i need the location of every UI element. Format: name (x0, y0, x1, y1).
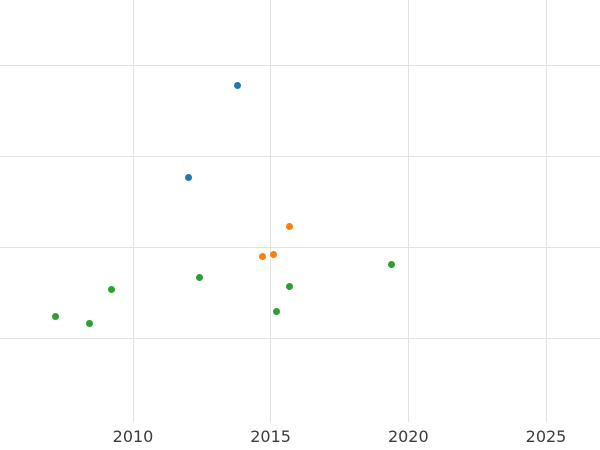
series-green-point (85, 319, 93, 327)
y-gridline-1 (0, 337, 600, 339)
x-tick-label-2015: 2015 (250, 427, 291, 446)
series-green-point (107, 286, 115, 294)
series-green-point (286, 282, 294, 290)
series-orange-point (269, 250, 277, 258)
y-gridline-2 (0, 246, 600, 248)
x-gridline-2025 (545, 0, 547, 422)
y-gridline-4 (0, 64, 600, 66)
x-tick-label-2025: 2025 (525, 427, 567, 446)
series-green-point (388, 260, 396, 268)
series-green-point (52, 312, 60, 320)
series-blue-point (234, 82, 242, 90)
series-orange-point (258, 252, 266, 260)
series-blue-point (184, 174, 192, 182)
series-orange-point (286, 222, 294, 230)
y-gridline-3 (0, 155, 600, 157)
x-gridline-2020 (407, 0, 409, 422)
series-green-point (272, 308, 280, 316)
series-green-point (195, 274, 203, 282)
x-gridline-2015 (270, 0, 272, 422)
x-gridline-2010 (132, 0, 134, 422)
x-tick-label-2020: 2020 (387, 427, 429, 446)
plot-area (0, 0, 600, 422)
x-tick-label-2010: 2010 (112, 427, 154, 446)
